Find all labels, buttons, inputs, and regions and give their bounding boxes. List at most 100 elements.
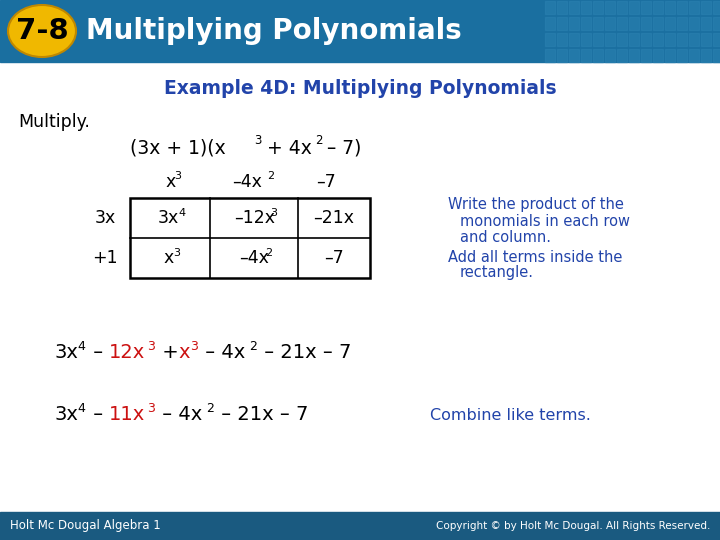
Bar bbox=[629, 1, 639, 14]
Bar bbox=[569, 33, 579, 46]
Text: Multiply.: Multiply. bbox=[18, 113, 90, 131]
Text: – 21x – 7: – 21x – 7 bbox=[258, 342, 351, 361]
Bar bbox=[545, 1, 555, 14]
Bar bbox=[557, 33, 567, 46]
Text: Write the product of the: Write the product of the bbox=[448, 198, 624, 213]
Bar bbox=[677, 17, 687, 30]
Bar bbox=[581, 1, 591, 14]
Bar bbox=[689, 1, 699, 14]
Text: 3x: 3x bbox=[55, 406, 79, 424]
Bar bbox=[677, 33, 687, 46]
Text: –4x: –4x bbox=[239, 249, 269, 267]
Text: –7: –7 bbox=[324, 249, 344, 267]
Bar bbox=[689, 17, 699, 30]
Bar bbox=[545, 49, 555, 62]
Text: 11x: 11x bbox=[109, 406, 145, 424]
Bar bbox=[665, 49, 675, 62]
Text: – 7): – 7) bbox=[321, 138, 361, 158]
Text: (3x + 1)(x: (3x + 1)(x bbox=[130, 138, 226, 158]
Text: rectangle.: rectangle. bbox=[460, 266, 534, 280]
Text: 7-8: 7-8 bbox=[16, 17, 68, 45]
Text: 2: 2 bbox=[267, 171, 274, 181]
Bar bbox=[593, 17, 603, 30]
Text: – 21x – 7: – 21x – 7 bbox=[215, 406, 308, 424]
Text: 12x: 12x bbox=[109, 342, 145, 361]
Bar bbox=[617, 1, 627, 14]
Text: Multiplying Polynomials: Multiplying Polynomials bbox=[86, 17, 462, 45]
Ellipse shape bbox=[8, 5, 76, 57]
Text: 4: 4 bbox=[77, 402, 85, 415]
Bar bbox=[617, 49, 627, 62]
Bar bbox=[653, 1, 663, 14]
Bar bbox=[629, 33, 639, 46]
Bar bbox=[557, 49, 567, 62]
Text: +1: +1 bbox=[92, 249, 118, 267]
Text: 2: 2 bbox=[315, 134, 323, 147]
Bar bbox=[713, 17, 720, 30]
Text: –7: –7 bbox=[316, 173, 336, 191]
Bar bbox=[701, 17, 711, 30]
Text: 3: 3 bbox=[190, 340, 198, 353]
Text: Copyright © by Holt Mc Dougal. All Rights Reserved.: Copyright © by Holt Mc Dougal. All Right… bbox=[436, 521, 710, 531]
Bar bbox=[677, 1, 687, 14]
Text: 4: 4 bbox=[77, 340, 85, 353]
Bar bbox=[713, 1, 720, 14]
Bar bbox=[665, 33, 675, 46]
Bar bbox=[593, 33, 603, 46]
Bar bbox=[581, 33, 591, 46]
Bar bbox=[569, 17, 579, 30]
Text: 3: 3 bbox=[147, 402, 155, 415]
Bar bbox=[605, 33, 615, 46]
Bar bbox=[665, 1, 675, 14]
Bar bbox=[557, 17, 567, 30]
Bar bbox=[569, 49, 579, 62]
Bar bbox=[605, 49, 615, 62]
Bar bbox=[545, 33, 555, 46]
Bar bbox=[0, 512, 720, 540]
Text: –: – bbox=[87, 342, 109, 361]
Bar bbox=[617, 33, 627, 46]
Bar bbox=[653, 33, 663, 46]
Bar bbox=[701, 1, 711, 14]
Bar bbox=[689, 49, 699, 62]
Text: 2: 2 bbox=[206, 402, 214, 415]
Bar bbox=[653, 49, 663, 62]
Text: x: x bbox=[165, 173, 175, 191]
Text: 4: 4 bbox=[178, 208, 185, 218]
Bar bbox=[701, 49, 711, 62]
Bar bbox=[130, 198, 370, 278]
Text: Holt Mc Dougal Algebra 1: Holt Mc Dougal Algebra 1 bbox=[10, 519, 161, 532]
Text: 3x: 3x bbox=[55, 342, 79, 361]
Text: and column.: and column. bbox=[460, 230, 551, 245]
Bar bbox=[713, 33, 720, 46]
Bar bbox=[545, 17, 555, 30]
Bar bbox=[653, 17, 663, 30]
Bar bbox=[641, 49, 651, 62]
Bar bbox=[713, 49, 720, 62]
Bar bbox=[569, 1, 579, 14]
Text: x: x bbox=[163, 249, 174, 267]
Text: 3: 3 bbox=[270, 208, 277, 218]
Text: 2: 2 bbox=[249, 340, 257, 353]
Bar bbox=[593, 1, 603, 14]
Bar bbox=[581, 17, 591, 30]
Bar bbox=[665, 17, 675, 30]
Text: +: + bbox=[156, 342, 185, 361]
Text: 3x: 3x bbox=[94, 209, 116, 227]
Text: 3: 3 bbox=[173, 248, 180, 258]
Bar bbox=[593, 49, 603, 62]
Text: + 4x: + 4x bbox=[261, 138, 312, 158]
Text: –12x: –12x bbox=[234, 209, 275, 227]
Bar bbox=[617, 17, 627, 30]
Text: x: x bbox=[178, 342, 189, 361]
Bar bbox=[629, 17, 639, 30]
Text: – 4x: – 4x bbox=[199, 342, 246, 361]
Text: 3: 3 bbox=[147, 340, 155, 353]
Bar bbox=[605, 17, 615, 30]
Text: 3: 3 bbox=[174, 171, 181, 181]
Bar bbox=[629, 49, 639, 62]
Bar bbox=[605, 1, 615, 14]
Text: Combine like terms.: Combine like terms. bbox=[430, 408, 591, 422]
Bar bbox=[641, 17, 651, 30]
Text: monomials in each row: monomials in each row bbox=[460, 213, 630, 228]
